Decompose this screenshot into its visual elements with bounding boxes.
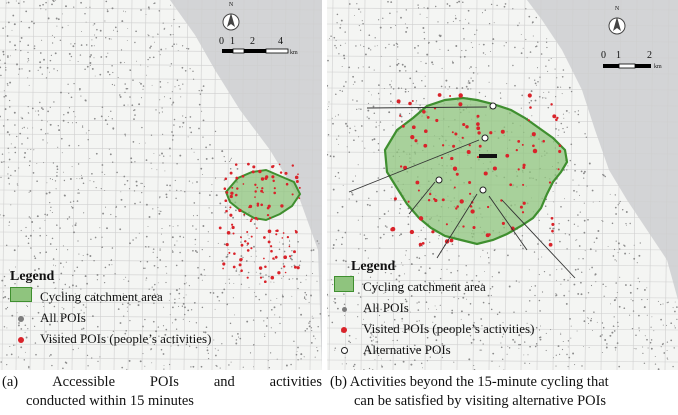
gray-dot-icon: [18, 315, 24, 322]
legend-title-b: Legend: [351, 259, 396, 274]
white-dot-icon: [340, 346, 348, 354]
legend-item-all-pois-b: All POIs: [333, 297, 534, 318]
north-label-a: N: [228, 2, 234, 8]
map-panel-b: N 0 1 2 km Legend Cycling catchment area…: [327, 0, 678, 370]
scale-unit-a: km: [290, 50, 298, 56]
caption-b-line2: can be satisfied by visiting alternative…: [354, 393, 607, 409]
caption-b: (b) Activities beyond the 15-minute cycl…: [330, 373, 678, 411]
north-label-b: N: [614, 6, 620, 12]
legend-label-visited-b: Visited POIs (people’s activities): [363, 320, 535, 336]
legend-a: Legend Cycling catchment area All POIs V…: [10, 268, 211, 349]
legend-item-catchment-a: Cycling catchment area: [10, 286, 211, 307]
north-arrow-icon-b: [608, 17, 626, 35]
map-b-canvas: [327, 0, 678, 370]
legend-label-catchment-b: Cycling catchment area: [363, 278, 486, 294]
alternative-pois-b: [435, 102, 497, 194]
legend-item-all-pois-a: All POIs: [10, 307, 211, 328]
legend-title-a: Legend: [10, 269, 55, 284]
all-pois-b: [327, 0, 678, 370]
north-arrow-icon-a: [222, 13, 240, 31]
origin-marker-b: [479, 154, 497, 158]
lake-michigan-b: [527, 0, 678, 300]
legend-label-catchment-a: Cycling catchment area: [40, 288, 163, 304]
caption-a-line2: conducted within 15 minutes: [26, 393, 194, 409]
scale-label-1-a: 1: [230, 36, 235, 47]
legend-label-all-pois-b: All POIs: [363, 299, 409, 315]
scale-label-0-b: 0: [601, 50, 606, 61]
scale-bar-b: [603, 63, 651, 69]
lake-michigan-a: [170, 0, 322, 370]
visited-pois-b: [390, 93, 562, 247]
visited-pois-a: [218, 162, 301, 284]
red-dot-icon: [18, 336, 24, 343]
scale-label-4-a: 4: [278, 36, 283, 47]
legend-label-alternative-b: Alternative POIs: [363, 341, 451, 357]
gray-dot-icon: [341, 306, 347, 312]
caption-a-line1: (a) Accessible POIs and activities: [2, 374, 322, 390]
legend-label-visited-a: Visited POIs (people’s activities): [40, 330, 212, 346]
map-panel-a: N 0 1 2 4 km Legend Cycling catchment ar…: [0, 0, 322, 370]
red-dot-icon: [341, 326, 347, 333]
green-square-icon: [10, 286, 32, 302]
scale-label-1-b: 1: [616, 50, 621, 61]
scale-label-0-a: 0: [219, 36, 224, 47]
legend-item-catchment-b: Cycling catchment area: [333, 276, 534, 297]
scale-label-2-b: 2: [647, 50, 652, 61]
map-a-canvas: [0, 0, 322, 370]
caption-b-line1: (b) Activities beyond the 15-minute cycl…: [330, 374, 609, 390]
legend-item-alternative-b: Alternative POIs: [333, 339, 534, 360]
green-square-icon: [334, 276, 354, 292]
scale-bar-a: [222, 48, 289, 54]
connection-arrows-b: [348, 106, 576, 279]
caption-a: (a) Accessible POIs and activities condu…: [2, 373, 322, 411]
all-pois-a: [0, 0, 322, 370]
legend-item-visited-a: Visited POIs (people’s activities): [10, 328, 211, 349]
scale-unit-b: km: [654, 64, 662, 70]
legend-b: Legend Cycling catchment area All POIs V…: [333, 258, 534, 360]
scale-label-2-a: 2: [250, 36, 255, 47]
legend-item-visited-b: Visited POIs (people’s activities): [333, 318, 534, 339]
legend-label-all-pois-a: All POIs: [40, 309, 86, 325]
